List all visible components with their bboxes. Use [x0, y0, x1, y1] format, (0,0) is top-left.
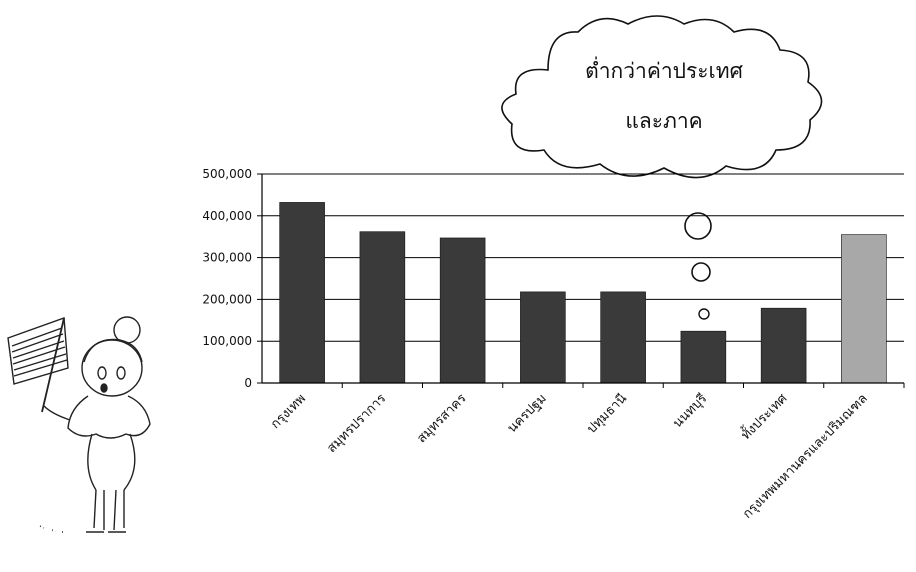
bar-5: [680, 330, 727, 384]
x-tick-label: ทั้งประเทศ: [736, 389, 791, 444]
y-tick-label: 100,000: [202, 334, 252, 348]
chart-bars: [279, 202, 887, 384]
bar-6: [760, 307, 807, 384]
thought-bubble-medium: [691, 262, 711, 282]
bar-4: [600, 291, 646, 384]
bar-2: [439, 237, 486, 384]
y-tick-label: 500,000: [202, 167, 252, 181]
flag-icon: [7, 317, 69, 413]
x-tick-label: กรุงเทพ: [268, 391, 309, 432]
y-tick-label: 400,000: [202, 209, 252, 223]
chart-gridlines: [262, 173, 904, 342]
chart-axes: [257, 173, 905, 388]
x-axis-tick-labels: กรุงเทพ สมุทรปราการ สมุทรสาคร นครปฐม ปทุมธาน…: [268, 389, 871, 522]
x-tick-label: สมุทรปราการ: [324, 391, 389, 456]
thought-bubble-large: [684, 212, 712, 240]
cloud-text-line1: ต่ำกว่าค่าประเทศ: [585, 56, 743, 83]
bar-0: [279, 202, 325, 384]
x-tick-label: นครปฐม: [505, 391, 550, 436]
cloud-text-line2: และภาค: [625, 109, 702, 133]
y-tick-label: 200,000: [202, 292, 252, 306]
thought-bubble-small: [698, 308, 710, 320]
bar-1: [359, 231, 406, 384]
x-tick-label: นนทบุรี: [669, 391, 710, 432]
cartoon-girl-with-flag-illustration: [7, 316, 151, 533]
bar-3: [520, 291, 566, 384]
cloud-shape: [501, 15, 823, 179]
y-tick-label: 0: [244, 376, 252, 390]
bar-7: [841, 234, 887, 384]
y-axis-tick-labels: 0 100,000 200,000 300,000 400,000 500,000: [202, 167, 252, 390]
y-tick-label: 300,000: [202, 251, 252, 265]
thought-cloud: ต่ำกว่าค่าประเทศ และภาค: [501, 15, 823, 320]
x-tick-label: สมุทรสาคร: [414, 391, 469, 446]
x-tick-label: ปทุมธานี: [584, 390, 630, 436]
